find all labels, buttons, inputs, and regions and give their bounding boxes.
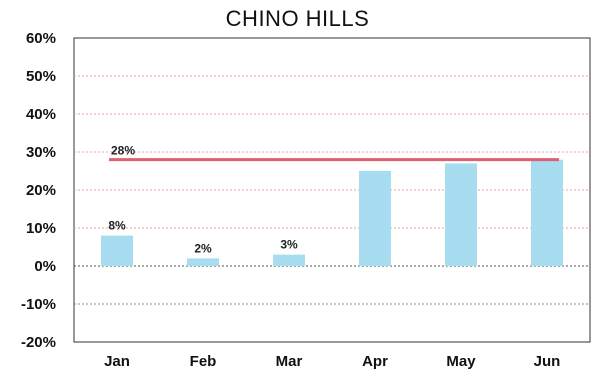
bar-jan <box>101 235 133 266</box>
x-tick-label: Jan <box>104 353 130 370</box>
data-label: 3% <box>280 238 298 252</box>
y-tick-label: -10% <box>21 296 56 313</box>
y-tick-label: 60% <box>26 30 56 47</box>
x-tick-label: Jun <box>534 353 561 370</box>
x-axis: Jan Feb Mar Apr May Jun <box>104 353 560 370</box>
x-tick-label: May <box>446 353 476 370</box>
data-label: 8% <box>108 219 126 233</box>
data-label: 2% <box>194 241 212 255</box>
y-tick-label: 10% <box>26 220 56 237</box>
bar-may <box>445 163 477 266</box>
y-tick-label: 50% <box>26 68 56 85</box>
bar-apr <box>359 171 391 266</box>
y-tick-label: 0% <box>34 258 56 275</box>
y-tick-label: 30% <box>26 144 56 161</box>
x-tick-label: Apr <box>362 353 388 370</box>
y-tick-label: 20% <box>26 182 56 199</box>
bar-jun <box>531 159 563 266</box>
bars: 8% 2% 3% <box>101 159 563 266</box>
gridlines <box>74 75 590 305</box>
bar-feb <box>187 258 219 266</box>
x-tick-label: Mar <box>276 353 303 370</box>
y-tick-label: -20% <box>21 334 56 351</box>
y-axis: 60% 50% 40% 30% 20% 10% 0% -10% -20% <box>21 30 56 351</box>
x-tick-label: Feb <box>190 353 217 370</box>
y-tick-label: 40% <box>26 106 56 123</box>
chart-title: CHINO HILLS <box>225 6 370 31</box>
target-line-label: 28% <box>111 144 135 158</box>
bar-mar <box>273 254 305 266</box>
target-line-group: 28% <box>109 144 559 162</box>
